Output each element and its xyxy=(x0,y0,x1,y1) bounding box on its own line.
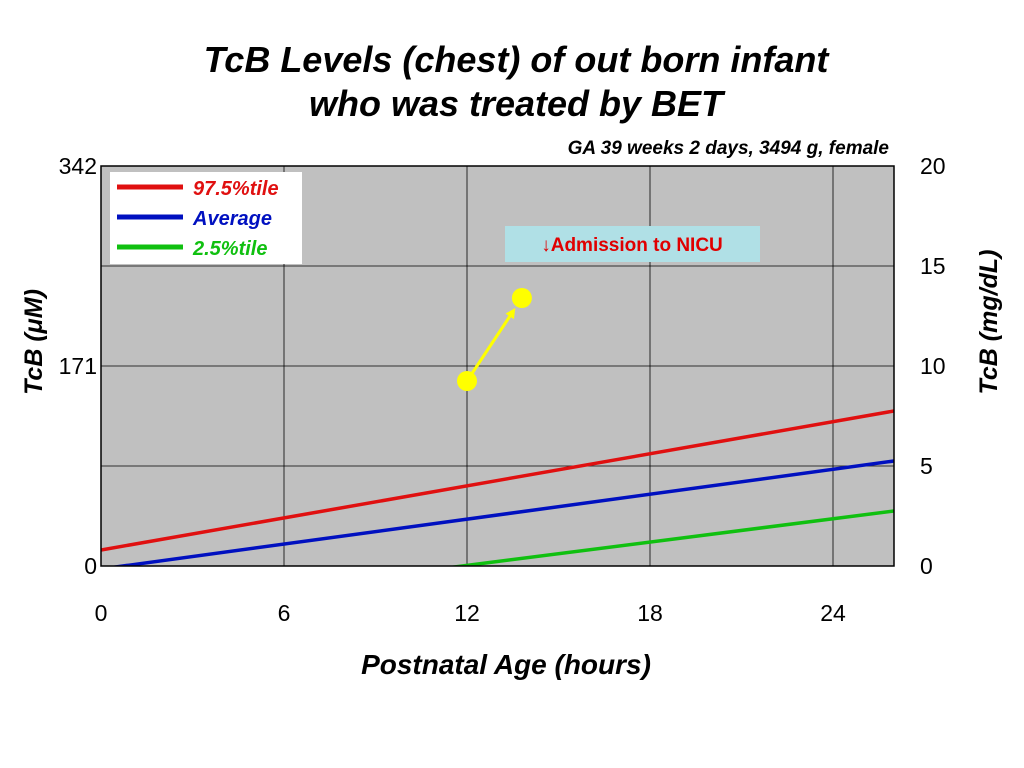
x-tick-label-4: 24 xyxy=(820,600,846,626)
x-tick-label-3: 18 xyxy=(637,600,663,626)
y-right-axis-title: TcB (mg/dL) xyxy=(975,250,1003,395)
y-left-tick-label-1: 171 xyxy=(59,353,97,379)
y-right-tick-label-1: 5 xyxy=(920,453,933,479)
patient-arrow-head xyxy=(505,308,516,320)
legend-label-2-5: 2.5%tile xyxy=(192,238,267,260)
annotation-box xyxy=(505,226,760,262)
y-right-tick-label-2: 10 xyxy=(920,353,946,379)
plot-border xyxy=(100,165,895,567)
patient-point-0 xyxy=(457,371,477,391)
series-line-1 xyxy=(110,459,894,566)
x-tick-label-0: 0 xyxy=(95,600,108,626)
y-left-axis-title: TcB (μM) xyxy=(20,289,48,395)
y-left-tick-labels: 0 171 342 xyxy=(59,153,97,579)
chart-subtitle: GA 39 weeks 2 days, 3494 g, female xyxy=(568,138,890,159)
x-tick-labels: 0 6 12 18 24 xyxy=(95,600,846,626)
x-tick-label-2: 12 xyxy=(454,600,480,626)
y-right-tick-labels: 0 5 10 15 20 xyxy=(920,153,946,579)
x-tick-label-1: 6 xyxy=(278,600,291,626)
patient-arrow-shaft xyxy=(469,313,513,377)
chart-title-line2: who was treated by BET xyxy=(309,83,726,124)
y-right-tick-label-4: 20 xyxy=(920,153,946,179)
grid-lines xyxy=(101,166,894,566)
legend-label-average: Average xyxy=(192,208,272,230)
patient-point-1 xyxy=(511,288,532,308)
y-right-tick-label-0: 0 xyxy=(920,553,933,579)
series-lines xyxy=(101,409,894,566)
admission-annotation: ↓Admission to NICU xyxy=(505,226,760,262)
x-axis-title: Postnatal Age (hours) xyxy=(361,649,651,680)
series-line-2 xyxy=(448,509,894,566)
y-right-tick-label-3: 15 xyxy=(920,253,946,279)
annotation-text: ↓Admission to NICU xyxy=(541,235,723,256)
legend-label-97-5: 97.5%tile xyxy=(193,178,279,200)
series-line-0 xyxy=(101,409,894,552)
y-left-tick-label-2: 342 xyxy=(59,153,97,179)
patient-data xyxy=(457,288,532,391)
y-left-tick-label-0: 0 xyxy=(84,553,97,579)
chart-title-line1: TcB Levels (chest) of out born infant xyxy=(204,39,831,80)
legend: 97.5%tile Average 2.5%tile xyxy=(110,172,302,264)
